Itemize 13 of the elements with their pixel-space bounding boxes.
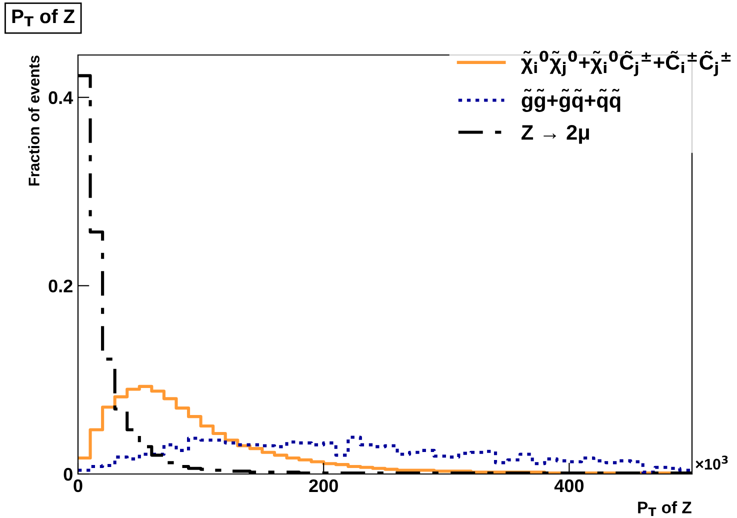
legend-label: Z → 2μ — [522, 125, 589, 144]
chart-title: P$_{T}$ of Z — [12, 8, 74, 26]
y-axis-title: Fraction of events — [28, 56, 40, 186]
y-tick-label: 0.4 — [48, 91, 74, 104]
x-tick-label: 0 — [74, 479, 82, 492]
text: ×10$^{3}$ — [696, 456, 728, 470]
y-tick-label: 0.2 — [48, 280, 72, 292]
y-tick-label: 0 — [64, 468, 72, 481]
x-tick-label: 400 — [554, 479, 584, 492]
x-axis-title: P$_{T}$ of Z — [638, 501, 692, 516]
text: χ̃$_{i}$$^{0}$χ̃$_{j}$$^{0}$+χ̃$_{i}$$^{0}$C̃$_{j}$$^{±}$+C̃$_{i}$$^{±}$C̃$_{j}$$^{±}$ — [521, 50, 731, 76]
x-tick-label: 200 — [309, 479, 338, 492]
legend-label: g̃g̃+g̃q̃+q̃q̃ — [522, 88, 620, 112]
